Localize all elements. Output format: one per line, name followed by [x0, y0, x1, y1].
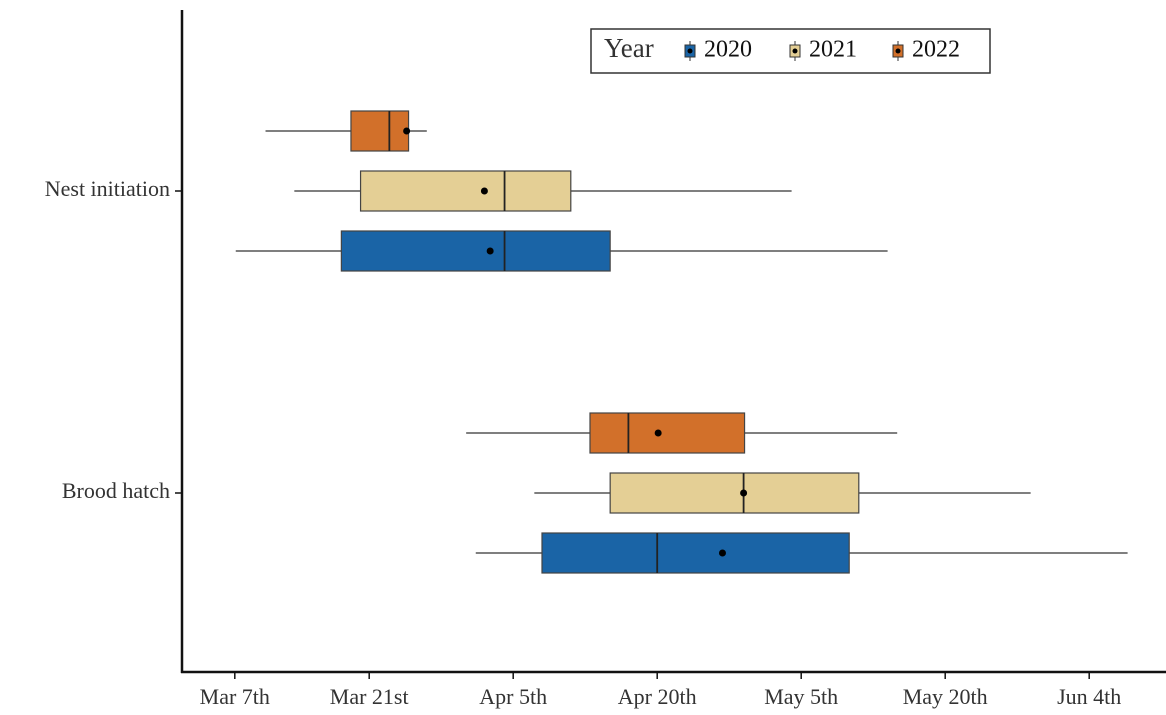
x-tick-label: Apr 20th — [618, 684, 697, 709]
legend-key-dot — [687, 48, 693, 54]
box — [541, 532, 850, 574]
box — [340, 230, 611, 272]
y-tick-label: Nest initiation — [45, 176, 170, 201]
x-tick-label: Mar 21st — [330, 684, 409, 709]
mean-point — [480, 187, 488, 195]
mean-point — [486, 247, 494, 255]
mean-point — [718, 549, 726, 557]
legend-label: 2022 — [912, 37, 960, 63]
y-tick-label: Brood hatch — [62, 478, 170, 503]
legend-label: 2020 — [704, 37, 752, 63]
mean-point — [403, 127, 411, 135]
x-tick-label: Jun 4th — [1057, 684, 1121, 709]
legend-key-dot — [895, 48, 901, 54]
box — [359, 170, 572, 212]
box — [609, 472, 860, 514]
x-tick-label: May 5th — [764, 684, 838, 709]
box — [589, 412, 746, 454]
legend-key-dot — [792, 48, 798, 54]
mean-point — [654, 429, 662, 437]
x-tick-label: Apr 5th — [479, 684, 547, 709]
x-tick-label: Mar 7th — [200, 684, 270, 709]
legend-title: Year — [604, 33, 654, 63]
x-tick-label: May 20th — [903, 684, 988, 709]
legend-label: 2021 — [809, 37, 857, 63]
mean-point — [740, 489, 748, 497]
box — [350, 110, 410, 152]
